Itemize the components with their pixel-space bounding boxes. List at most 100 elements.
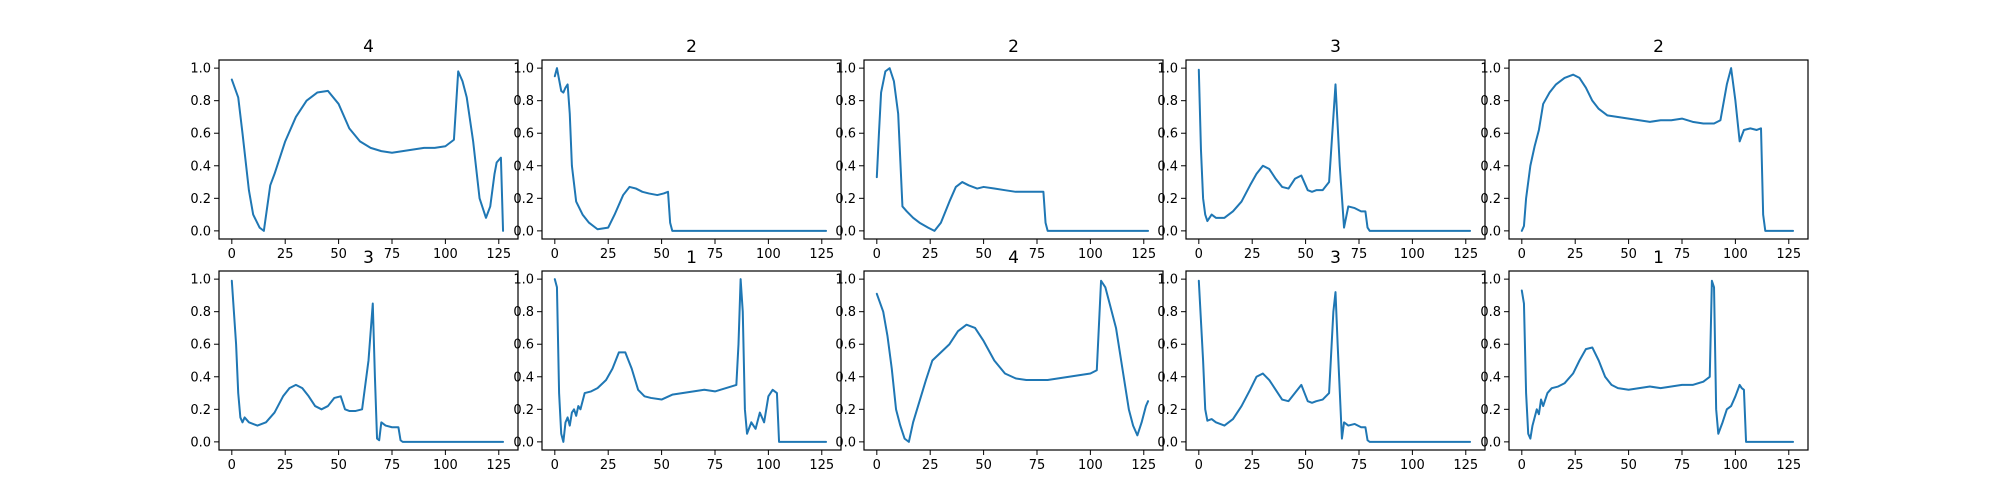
axes-frame xyxy=(541,270,842,451)
subplot-8: 4 0.0 0.2 0.4 0.6 0.8 1.0 0 25 50 75 100 125 xyxy=(835,248,1164,473)
subplot-title: 1 xyxy=(686,248,697,268)
y-tick-label: 0.4 xyxy=(513,159,534,174)
y-tick-label: 0.4 xyxy=(190,370,211,385)
y-tick-label: 1.0 xyxy=(835,273,856,288)
x-tick-label: 100 xyxy=(1400,458,1425,473)
y-tick-label: 0.6 xyxy=(835,338,856,353)
y-tick-label: 0.2 xyxy=(513,192,534,207)
y-tick-label: 0.0 xyxy=(835,224,856,239)
subplot-title: 3 xyxy=(363,248,374,268)
axes-frame xyxy=(218,270,519,451)
y-tick-label: 0.4 xyxy=(1480,370,1501,385)
y-tick-label: 0.6 xyxy=(1480,127,1501,142)
y-tick-label: 0.6 xyxy=(1157,127,1178,142)
y-tick-label: 0.0 xyxy=(1157,435,1178,450)
series-line xyxy=(230,70,505,232)
y-tick-label: 0.2 xyxy=(1480,192,1501,207)
x-tick-label: 125 xyxy=(809,247,834,262)
y-tick-label: 0.8 xyxy=(1480,94,1501,109)
x-tick-label: 75 xyxy=(1674,247,1691,262)
x-tick-label: 75 xyxy=(384,458,401,473)
y-tick-label: 0.8 xyxy=(513,305,534,320)
subplot-7: 1 0.0 0.2 0.4 0.6 0.8 1.0 0 25 50 75 100 125 xyxy=(513,248,842,473)
x-tick-label: 0 xyxy=(551,247,559,262)
axes-frame xyxy=(541,59,842,240)
y-tick-label: 0.8 xyxy=(835,94,856,109)
axes-frame xyxy=(1508,270,1809,451)
series-line xyxy=(1197,279,1472,443)
y-tick-label: 1.0 xyxy=(1157,273,1178,288)
axes-frame xyxy=(863,270,1164,451)
y-tick-label: 1.0 xyxy=(513,273,534,288)
subplot-10: 1 0.0 0.2 0.4 0.6 0.8 1.0 0 25 50 75 100 125 xyxy=(1480,248,1809,473)
x-tick-label: 50 xyxy=(653,458,670,473)
x-tick-label: 100 xyxy=(1078,247,1103,262)
y-tick-label: 1.0 xyxy=(190,62,211,77)
x-tick-label: 75 xyxy=(707,247,724,262)
y-tick-label: 0.2 xyxy=(1157,192,1178,207)
y-tick-label: 0.4 xyxy=(1480,159,1501,174)
x-tick-label: 50 xyxy=(1297,458,1314,473)
x-tick-label: 0 xyxy=(1195,458,1203,473)
axes-frame xyxy=(218,59,519,240)
x-tick-label: 25 xyxy=(1244,247,1261,262)
y-tick-label: 0.2 xyxy=(835,192,856,207)
subplot-title: 2 xyxy=(686,37,697,57)
series-line xyxy=(875,67,1150,232)
x-tick-label: 50 xyxy=(975,247,992,262)
subplot-3: 2 0.0 0.2 0.4 0.6 0.8 1.0 0 25 50 75 100 125 xyxy=(835,37,1164,262)
y-tick-label: 0.4 xyxy=(513,370,534,385)
series-line xyxy=(553,278,828,443)
subplot-grid: 40.00.20.40.60.81.00 25 50 75 100 12520.00.20… xyxy=(190,37,1809,473)
x-tick-label: 0 xyxy=(1518,247,1526,262)
x-tick-label: 100 xyxy=(1723,458,1748,473)
x-tick-label: 0 xyxy=(551,458,559,473)
x-tick-label: 25 xyxy=(277,458,294,473)
x-tick-label: 50 xyxy=(330,247,347,262)
y-tick-label: 1.0 xyxy=(1480,62,1501,77)
subplot-title: 2 xyxy=(1008,37,1019,57)
y-tick-label: 0.8 xyxy=(190,94,211,109)
x-tick-label: 25 xyxy=(1244,458,1261,473)
subplot-title: 1 xyxy=(1653,248,1664,268)
y-tick-label: 1.0 xyxy=(1480,273,1501,288)
y-tick-label: 0.8 xyxy=(835,305,856,320)
y-tick-label: 1.0 xyxy=(1157,62,1178,77)
axes-frame xyxy=(1508,59,1809,240)
subplot-title: 4 xyxy=(363,37,374,57)
y-tick-label: 0.0 xyxy=(1480,435,1501,450)
y-tick-label: 0.0 xyxy=(190,224,211,239)
y-tick-label: 0.8 xyxy=(513,94,534,109)
y-tick-label: 0.0 xyxy=(835,435,856,450)
y-tick-label: 0.6 xyxy=(190,127,211,142)
x-tick-label: 100 xyxy=(1723,247,1748,262)
y-tick-label: 0.0 xyxy=(513,224,534,239)
y-tick-label: 0.0 xyxy=(190,435,211,450)
subplot-title: 3 xyxy=(1330,37,1341,57)
x-tick-label: 125 xyxy=(1131,458,1156,473)
x-tick-label: 125 xyxy=(1453,247,1478,262)
x-tick-label: 100 xyxy=(756,458,781,473)
y-tick-label: 0.4 xyxy=(1157,159,1178,174)
y-tick-label: 1.0 xyxy=(513,62,534,77)
x-tick-label: 25 xyxy=(1567,458,1584,473)
y-tick-label: 0.0 xyxy=(1480,224,1501,239)
axes-frame xyxy=(863,59,1164,240)
axes-frame xyxy=(1185,270,1486,451)
x-tick-label: 25 xyxy=(600,458,617,473)
series-line xyxy=(875,279,1150,443)
x-tick-label: 100 xyxy=(433,247,458,262)
series-line xyxy=(230,279,505,443)
y-tick-label: 0.6 xyxy=(513,127,534,142)
x-tick-label: 125 xyxy=(809,458,834,473)
x-tick-label: 75 xyxy=(1029,247,1046,262)
subplot-title: 4 xyxy=(1008,248,1019,268)
x-tick-label: 0 xyxy=(873,458,881,473)
x-tick-label: 125 xyxy=(1131,247,1156,262)
subplot-6: 3 0.0 0.2 0.4 0.6 0.8 1.0 0 25 50 75 100 125 xyxy=(190,248,519,473)
subplot-title: 3 xyxy=(1330,248,1341,268)
x-tick-label: 0 xyxy=(228,247,236,262)
y-tick-label: 0.6 xyxy=(835,127,856,142)
y-tick-label: 0.4 xyxy=(835,370,856,385)
